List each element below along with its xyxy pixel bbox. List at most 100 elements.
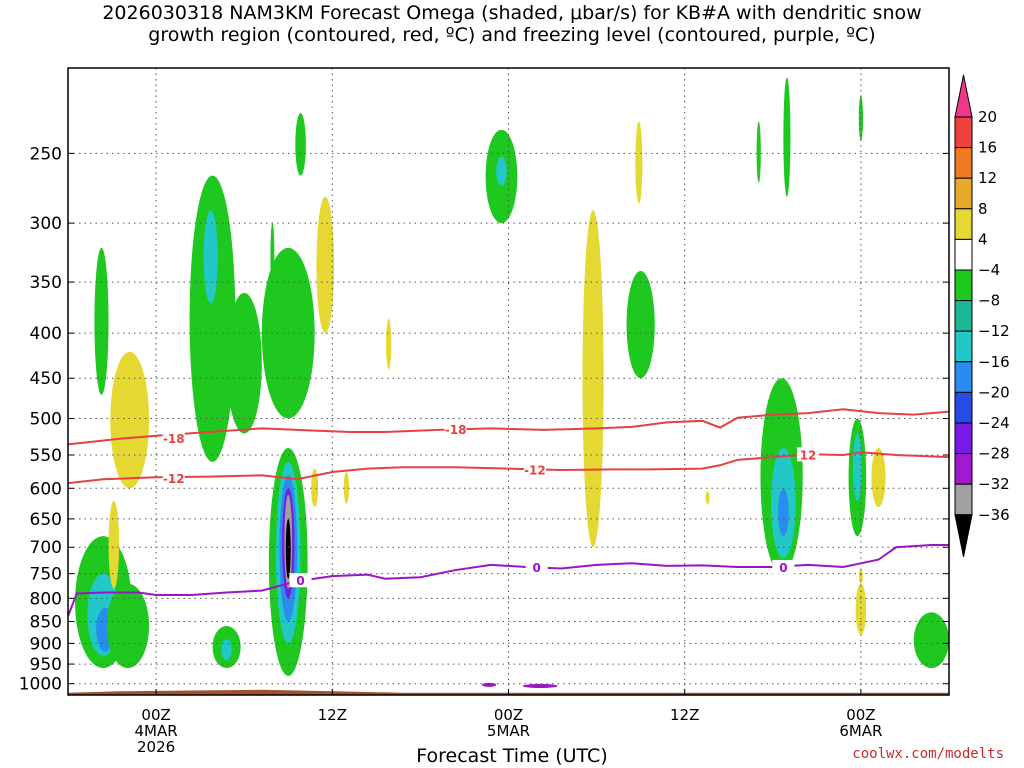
colorbar-label-12: −32 xyxy=(978,475,1010,493)
colorbar-segment-9 xyxy=(954,361,973,393)
ytick-label-950: 950 xyxy=(30,655,62,675)
contour--12-1 xyxy=(68,451,949,485)
omega-region-22 xyxy=(311,468,319,507)
omega-region-4 xyxy=(94,247,109,395)
terrain-surface xyxy=(68,689,949,695)
contour-label-2: -12 xyxy=(163,472,185,486)
colorbar-label-10: −24 xyxy=(978,414,1010,432)
colorbar-arrow-top xyxy=(954,74,973,118)
omega-region-27 xyxy=(582,210,604,548)
ytick-label-450: 450 xyxy=(30,369,62,389)
omega-region-39 xyxy=(855,583,867,635)
colorbar-segment-12 xyxy=(954,453,973,485)
xtick-label-30-0: 12Z xyxy=(670,706,699,724)
colorbar-segment-6 xyxy=(954,269,973,302)
colorbar-segment-13 xyxy=(954,483,973,516)
omega-region-26 xyxy=(496,156,507,186)
omega-region-20 xyxy=(270,223,275,288)
xtick-label-0-2: 2026 xyxy=(137,738,175,756)
contour-label-5: 0 xyxy=(296,574,304,588)
colorbar-label-8: −16 xyxy=(978,353,1010,371)
ytick-label-900: 900 xyxy=(30,634,62,654)
omega-region-8 xyxy=(203,210,218,304)
omega-region-37 xyxy=(852,433,862,501)
colorbar-label-3: 8 xyxy=(978,200,988,218)
colorbar-segment-11 xyxy=(954,422,973,455)
xtick-label-40-1: 6MAR xyxy=(839,722,882,740)
xtick-label-20-1: 5MAR xyxy=(487,722,530,740)
omega-region-43 xyxy=(482,682,497,687)
contour-label-bg-5 xyxy=(289,573,312,588)
colorbar-label-6: −8 xyxy=(978,292,1000,310)
title-line-1: 2026030318 NAM3KM Forecast Omega (shaded… xyxy=(102,2,922,24)
colorbar-segment-10 xyxy=(954,391,973,424)
omega-region-38 xyxy=(871,447,886,507)
contour-label-bg-3 xyxy=(523,462,546,477)
omega-region-24 xyxy=(386,318,392,370)
contour-0-2 xyxy=(68,544,949,617)
ytick-label-600: 600 xyxy=(30,479,62,499)
omega-region-18 xyxy=(285,518,291,579)
colorbar-segment-3 xyxy=(954,177,973,210)
contour-label-bg-4 xyxy=(797,447,820,462)
ytick-label-700: 700 xyxy=(30,538,62,558)
colorbar-label-2: 12 xyxy=(978,169,997,187)
omega-region-31 xyxy=(783,77,791,197)
contour-label-4: 12 xyxy=(800,448,817,462)
ytick-label-500: 500 xyxy=(30,410,62,430)
xtick-label-0-1: 4MAR xyxy=(135,722,178,740)
colorbar-label-11: −28 xyxy=(978,445,1010,463)
omega-region-35 xyxy=(778,488,789,537)
omega-region-9 xyxy=(226,292,262,434)
contour-label-6: 0 xyxy=(533,561,541,575)
colorbar-label-7: −12 xyxy=(978,322,1010,340)
contour-label-bg-1 xyxy=(444,422,467,437)
ytick-label-850: 850 xyxy=(30,613,62,633)
ytick-label-1000: 1000 xyxy=(19,675,62,695)
ytick-label-350: 350 xyxy=(30,273,62,293)
colorbar-segment-2 xyxy=(954,147,973,179)
ytick-label-800: 800 xyxy=(30,589,62,609)
x-axis-label: Forecast Time (UTC) xyxy=(416,745,608,767)
colorbar-label-13: −36 xyxy=(978,506,1010,524)
chart-title: 2026030318 NAM3KM Forecast Omega (shaded… xyxy=(0,2,1024,46)
omega-region-44 xyxy=(522,683,558,688)
ytick-label-750: 750 xyxy=(30,565,62,585)
colorbar-segment-7 xyxy=(954,300,973,332)
colorbar-segment-4 xyxy=(954,208,973,240)
omega-region-5 xyxy=(110,351,150,489)
omega-region-21 xyxy=(316,196,335,334)
omega-region-3 xyxy=(106,583,150,669)
ytick-label-250: 250 xyxy=(30,144,62,164)
contour-label-7: 0 xyxy=(779,561,787,575)
contour-label-bg-7 xyxy=(772,559,795,574)
xtick-label-40-0: 00Z xyxy=(846,706,875,724)
omega-region-12 xyxy=(221,639,232,661)
omega-region-23 xyxy=(343,471,350,504)
omega-region-6 xyxy=(108,500,120,589)
colorbar-label-4: 4 xyxy=(978,230,988,248)
omega-region-40 xyxy=(705,491,710,504)
colorbar-label-0: 20 xyxy=(978,108,997,126)
omega-region-42 xyxy=(913,612,949,669)
colorbar-label-1: 16 xyxy=(978,139,997,157)
contour-label-3: -12 xyxy=(524,463,546,477)
contour-label-bg-2 xyxy=(162,470,185,485)
colorbar-label-5: −4 xyxy=(978,261,1000,279)
xtick-label-10-0: 12Z xyxy=(318,706,347,724)
colorbar-segment-5 xyxy=(954,238,973,271)
omega-region-7 xyxy=(189,175,236,462)
xtick-label-20-0: 00Z xyxy=(494,706,523,724)
omega-region-29 xyxy=(635,121,643,204)
title-line-2: growth region (contoured, red, ºC) and f… xyxy=(148,24,876,46)
colorbar-arrow-bottom xyxy=(954,514,973,557)
omega-region-41 xyxy=(858,568,863,584)
colorbar-segment-1 xyxy=(954,116,973,149)
contour-label-0: -18 xyxy=(163,432,185,446)
contour-label-bg-6 xyxy=(525,559,548,574)
colorbar-label-9: −20 xyxy=(978,383,1010,401)
ytick-label-550: 550 xyxy=(30,446,62,466)
xtick-label-0-0: 00Z xyxy=(141,706,170,724)
ytick-label-650: 650 xyxy=(30,510,62,530)
